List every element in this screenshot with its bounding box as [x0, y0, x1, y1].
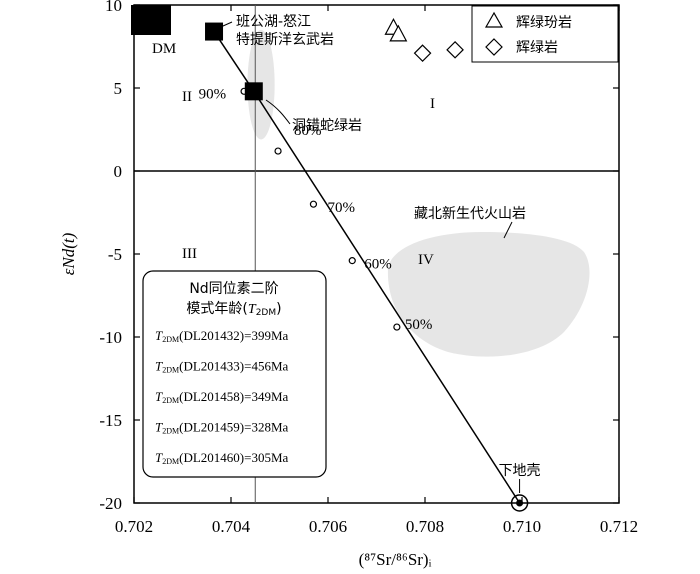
volcanic-field-leader	[503, 221, 513, 239]
quadrant-label: IV	[418, 252, 434, 268]
model-age-row: T2DM(DL201458)=349Ma	[155, 389, 289, 405]
model-age-row-value: =305Ma	[244, 450, 288, 465]
model-age-title-symbol: T	[248, 302, 257, 317]
legend-label-diabase-porphyrite: 辉绿玢岩	[516, 15, 572, 31]
model-age-row-value: =399Ma	[244, 328, 288, 343]
model-age-title-sub: 2DM	[256, 308, 276, 318]
model-age-row-value: =349Ma	[244, 389, 288, 404]
bangong-leader	[213, 21, 233, 31]
y-axis-label: εNd(t)	[59, 232, 78, 275]
quadrant-label: II	[182, 89, 192, 105]
model-age-row: T2DM(DL201459)=328Ma	[155, 420, 289, 436]
mixing-line-upper	[213, 31, 255, 92]
model-age-row-symbol: T	[155, 389, 163, 404]
lower-crust-marker-outer	[510, 494, 529, 512]
legend-label-diabase: 辉绿岩	[516, 40, 558, 56]
dm-label: DM	[152, 41, 176, 57]
y-tick-label: -15	[99, 411, 122, 430]
model-age-row: T2DM(DL201433)=456Ma	[155, 359, 289, 375]
lower-crust-label: 下地壳	[499, 462, 541, 479]
mixing-tick-mark	[309, 200, 318, 208]
mixing-tick-mark	[393, 323, 401, 331]
model-age-title-close: )	[276, 301, 281, 317]
model-age-row-symbol: T	[155, 328, 163, 343]
legend-diamond-icon	[485, 38, 503, 56]
x-tick-label: 0.708	[406, 517, 444, 536]
model-age-title-line1: Nd同位素二阶	[189, 281, 278, 297]
bangong-basalt-label: 班公湖-怒江特提斯洋玄武岩	[236, 14, 334, 48]
data-points: DM	[131, 5, 529, 512]
model-age-row-sub: 2DM	[162, 335, 179, 344]
model-age-row-value: =456Ma	[244, 359, 288, 374]
mixing-line	[253, 90, 521, 504]
model-age-row-value: =328Ma	[244, 420, 288, 435]
volcanic-field-label: 藏北新生代火山岩	[414, 206, 526, 222]
x-tick-label: 0.712	[600, 517, 638, 536]
model-age-row: T2DM(DL201432)=399Ma	[155, 328, 289, 344]
model-age-row-sub: 2DM	[162, 366, 179, 375]
quadrant-label: III	[182, 246, 197, 262]
mixing-percent-label: 90%	[199, 86, 227, 102]
model-age-row-sample: (DL201460)	[179, 450, 244, 465]
bangong-basalt-label-line1: 班公湖-怒江	[236, 14, 311, 30]
bangong-basalt-label-line2: 特提斯洋玄武岩	[236, 31, 334, 48]
legend-triangle-icon	[484, 11, 504, 28]
axes: 0.702 0.704 0.706 0.708 0.710 0.712 10 5 0 -5 -10 -…	[59, 0, 638, 569]
y-tick-label: 10	[105, 0, 122, 15]
model-age-row-sample: (DL201459)	[179, 420, 244, 435]
mixing-percent-label: 70%	[327, 200, 355, 216]
diabase-point	[413, 44, 432, 62]
y-tick-label: -20	[99, 494, 122, 513]
model-age-row-sample: (DL201432)	[179, 328, 244, 343]
x-tick-label: 0.704	[212, 517, 251, 536]
mixing-curve: 90% 80% 70% 60% 50%	[199, 31, 521, 504]
dongcuo-ophiolite-label: 洞错蛇绿岩	[292, 118, 362, 134]
dm-marker	[131, 5, 171, 35]
model-age-row-sample: (DL201433)	[179, 359, 244, 374]
y-tick-label: 0	[114, 162, 123, 181]
model-age-row-sample: (DL201458)	[179, 389, 244, 404]
dongcuo-leader	[265, 99, 291, 125]
lower-crust-marker-inner	[516, 499, 524, 507]
y-tick-label: -5	[108, 245, 122, 264]
model-age-row-sub: 2DM	[162, 396, 179, 405]
x-tick-label: 0.702	[115, 517, 153, 536]
x-axis-label: (⁸⁷Sr/⁸⁶Sr)ᵢ	[359, 550, 432, 569]
model-age-title-text: 模式年龄	[186, 301, 242, 317]
y-tick-label: -10	[99, 328, 122, 347]
volcanic-field	[387, 232, 590, 357]
y-tick-label: 5	[114, 79, 123, 98]
model-age-row-sub: 2DM	[162, 457, 179, 466]
model-age-row: T2DM(DL201460)=305Ma	[155, 450, 289, 466]
dongcuo-ophiolite-marker	[244, 82, 263, 101]
x-tick-label: 0.706	[309, 517, 347, 536]
model-age-row-sub: 2DM	[162, 427, 179, 436]
model-age-box: Nd同位素二阶模式年龄(T2DM)T2DM(DL201432)=399MaT2D…	[142, 270, 327, 478]
quadrant-label: I	[430, 96, 435, 112]
mixing-tick-mark	[348, 257, 356, 265]
model-age-row-symbol: T	[155, 420, 163, 435]
mixing-tick-mark	[274, 147, 282, 155]
bangong-basalt-marker	[205, 22, 224, 41]
x-tick-label: 0.710	[503, 517, 541, 536]
model-age-box-frame	[142, 270, 327, 478]
model-age-title-paren: (	[242, 301, 247, 317]
model-age-title-line2: 模式年龄(T2DM)	[186, 301, 281, 318]
model-age-row-symbol: T	[155, 450, 163, 465]
mixing-percent-label: 60%	[364, 257, 392, 273]
diabase-porphyrite-point	[389, 24, 408, 42]
mixing-percent-label: 80%	[294, 123, 322, 139]
diabase-point	[446, 40, 464, 59]
mixing-percent-label: 50%	[405, 317, 433, 333]
model-age-row-symbol: T	[155, 359, 163, 374]
